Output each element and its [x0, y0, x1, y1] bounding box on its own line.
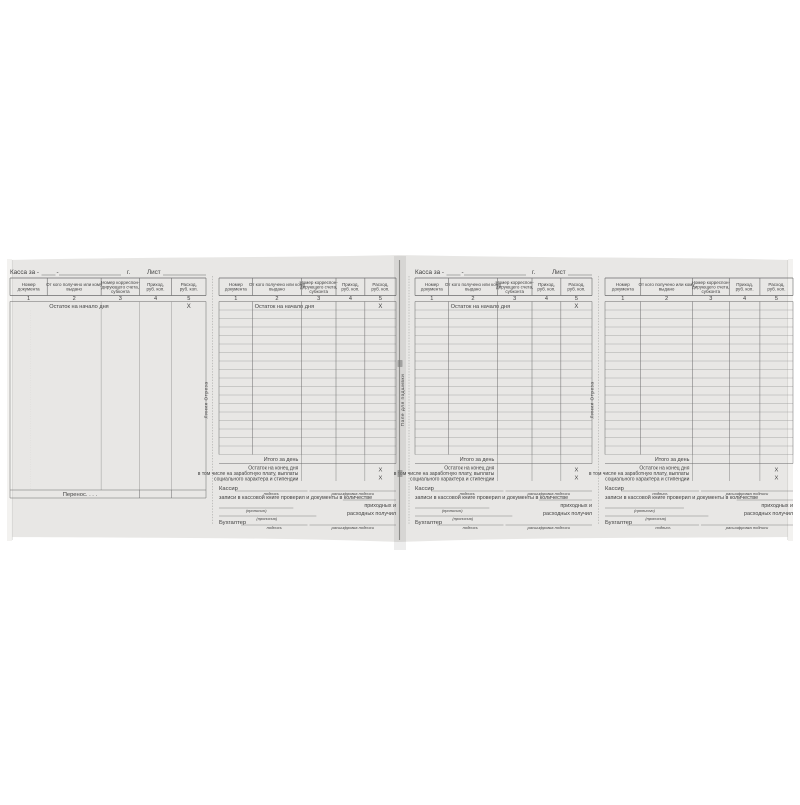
- svg-text:Итого за день: Итого за день: [264, 457, 299, 463]
- svg-text:субконта: субконта: [111, 289, 130, 294]
- svg-text:(прописью): (прописью): [645, 516, 667, 521]
- svg-text:-: -: [462, 269, 464, 276]
- svg-text:2: 2: [665, 296, 668, 302]
- svg-text:X: X: [378, 476, 382, 482]
- svg-text:руб. коп.: руб. коп.: [371, 287, 389, 292]
- svg-text:Лист: Лист: [147, 269, 161, 276]
- svg-text:3: 3: [709, 296, 712, 302]
- svg-text:Лист: Лист: [552, 269, 566, 276]
- svg-text:приходных и: приходных и: [560, 503, 592, 509]
- svg-text:выдано: выдано: [659, 287, 675, 292]
- svg-text:субконта: субконта: [309, 289, 328, 294]
- svg-text:Итого за день: Итого за день: [655, 457, 690, 463]
- svg-text:расшифровка подписи: расшифровка подписи: [527, 525, 571, 530]
- svg-text:документа: документа: [612, 287, 634, 292]
- svg-text:X: X: [378, 468, 382, 474]
- svg-text:Линия Отреза: Линия Отреза: [590, 382, 595, 419]
- svg-text:5: 5: [379, 296, 382, 302]
- svg-text:1: 1: [234, 296, 237, 302]
- svg-text:социального характера и стипен: социального характера и стипендии: [410, 476, 494, 482]
- svg-text:документа: документа: [421, 287, 443, 292]
- svg-text:социального характера и стипен: социального характера и стипендии: [605, 476, 689, 482]
- svg-text:Линия Отреза: Линия Отреза: [204, 382, 209, 419]
- svg-text:социального характера и стипен: социального характера и стипендии: [214, 476, 298, 482]
- svg-text:расходных получил: расходных получил: [347, 511, 396, 517]
- svg-text:руб. коп.: руб. коп.: [147, 287, 165, 292]
- svg-text:расшифровка подписи: расшифровка подписи: [331, 525, 375, 530]
- svg-text:-: -: [57, 269, 59, 276]
- svg-text:руб. коп.: руб. коп.: [567, 287, 585, 292]
- svg-text:2: 2: [275, 296, 278, 302]
- svg-text:руб. коп.: руб. коп.: [767, 287, 785, 292]
- svg-text:подпись: подпись: [655, 525, 670, 530]
- svg-text:X: X: [187, 304, 191, 310]
- svg-text:выдано: выдано: [269, 287, 285, 292]
- svg-text:выдано: выдано: [465, 287, 481, 292]
- svg-text:4: 4: [349, 296, 352, 302]
- svg-text:руб. коп.: руб. коп.: [537, 287, 555, 292]
- svg-text:X: X: [775, 476, 779, 482]
- svg-text:руб. коп.: руб. коп.: [341, 287, 359, 292]
- svg-text:5: 5: [187, 296, 190, 302]
- svg-text:Перенос. . . .: Перенос. . . .: [63, 492, 98, 498]
- svg-text:руб. коп.: руб. коп.: [736, 287, 754, 292]
- svg-text:г.: г.: [127, 269, 131, 276]
- svg-text:субконта: субконта: [505, 289, 524, 294]
- svg-text:Итого за день: Итого за день: [460, 457, 495, 463]
- svg-text:4: 4: [545, 296, 548, 302]
- svg-text:X: X: [574, 476, 578, 482]
- svg-text:подпись: подпись: [267, 525, 282, 530]
- svg-text:расшифровка подписи: расшифровка подписи: [725, 525, 769, 530]
- svg-text:Остаток на начало дня: Остаток на начало дня: [49, 304, 108, 310]
- svg-text:подпись: подпись: [463, 525, 478, 530]
- svg-text:субконта: субконта: [702, 289, 721, 294]
- svg-text:(прописью): (прописью): [452, 516, 474, 521]
- svg-text:1: 1: [430, 296, 433, 302]
- svg-text:г.: г.: [532, 269, 536, 276]
- svg-text:2: 2: [73, 296, 76, 302]
- svg-text:Остаток на начало дня: Остаток на начало дня: [451, 304, 510, 310]
- svg-text:5: 5: [575, 296, 578, 302]
- svg-text:Касса за -: Касса за -: [415, 269, 444, 276]
- svg-text:приходных и: приходных и: [761, 503, 793, 509]
- svg-text:Остаток на начало дня: Остаток на начало дня: [255, 304, 314, 310]
- svg-text:X: X: [378, 304, 382, 310]
- svg-text:5: 5: [775, 296, 778, 302]
- svg-text:руб. коп.: руб. коп.: [180, 287, 198, 292]
- svg-text:документа: документа: [18, 287, 40, 292]
- svg-text:X: X: [775, 468, 779, 474]
- svg-text:1: 1: [27, 296, 30, 302]
- svg-text:X: X: [574, 304, 578, 310]
- svg-text:1: 1: [621, 296, 624, 302]
- svg-text:документа: документа: [225, 287, 247, 292]
- svg-text:(прописью): (прописью): [442, 508, 464, 513]
- svg-text:расходных получил: расходных получил: [744, 511, 793, 517]
- svg-text:X: X: [574, 468, 578, 474]
- svg-text:расходных получил: расходных получил: [543, 511, 592, 517]
- svg-text:3: 3: [119, 296, 122, 302]
- svg-text:(прописью): (прописью): [246, 508, 268, 513]
- svg-text:Касса за -: Касса за -: [10, 269, 39, 276]
- svg-text:выдано: выдано: [66, 287, 82, 292]
- svg-text:3: 3: [317, 296, 320, 302]
- svg-text:4: 4: [154, 296, 157, 302]
- svg-text:3: 3: [513, 296, 516, 302]
- svg-text:(прописью): (прописью): [256, 516, 278, 521]
- svg-text:4: 4: [743, 296, 746, 302]
- svg-text:(прописью): (прописью): [634, 508, 656, 513]
- svg-text:записи в кассовой книге провер: записи в кассовой книге проверил и докум…: [605, 494, 758, 501]
- svg-text:2: 2: [471, 296, 474, 302]
- svg-text:приходных и: приходных и: [364, 503, 396, 509]
